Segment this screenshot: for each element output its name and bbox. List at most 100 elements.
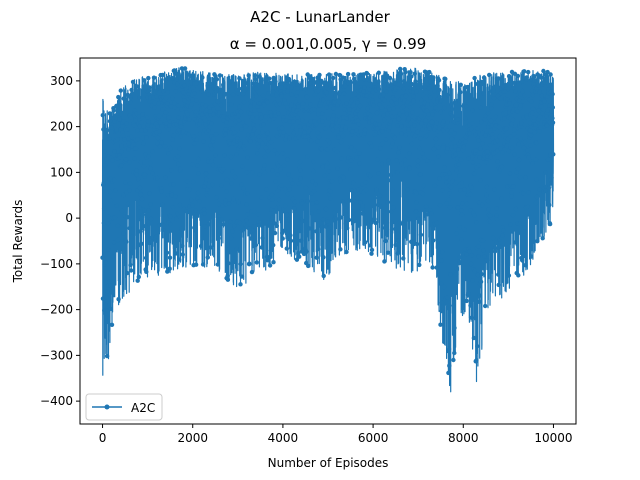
data-point: [361, 89, 366, 94]
data-point: [122, 137, 127, 142]
data-point: [398, 66, 403, 72]
data-point: [432, 183, 438, 188]
data-point: [334, 149, 340, 154]
data-point: [256, 144, 261, 150]
data-point: [483, 133, 488, 138]
data-point: [367, 87, 372, 93]
data-point: [481, 75, 487, 80]
data-point: [283, 118, 289, 123]
data-point: [207, 81, 213, 86]
data-point: [533, 157, 539, 162]
data-point: [316, 135, 322, 140]
chart-title: α = 0.001,0.005, γ = 0.99: [230, 35, 427, 53]
data-point: [319, 146, 324, 152]
data-point: [138, 159, 143, 165]
data-point: [530, 110, 535, 116]
data-point: [510, 145, 515, 151]
data-point: [126, 147, 131, 152]
data-point: [153, 89, 158, 94]
data-point: [257, 138, 263, 143]
data-point: [495, 159, 500, 164]
data-point: [135, 278, 140, 283]
data-point: [432, 89, 437, 94]
data-point: [453, 180, 459, 186]
data-point: [321, 255, 326, 260]
data-point: [254, 93, 259, 99]
data-point: [414, 241, 420, 247]
data-point: [273, 79, 278, 84]
y-tick-label: 100: [50, 165, 73, 179]
data-point: [407, 85, 413, 91]
data-point: [469, 185, 474, 190]
data-point: [455, 117, 461, 122]
data-point: [363, 240, 368, 245]
data-point: [494, 206, 499, 211]
data-point: [403, 69, 408, 75]
data-point: [447, 191, 452, 196]
x-tick-label: 6000: [358, 431, 389, 445]
data-point: [252, 108, 257, 113]
data-point: [494, 240, 499, 246]
data-point: [216, 236, 221, 241]
data-point: [148, 216, 154, 222]
data-point: [203, 171, 209, 176]
data-point: [219, 217, 224, 222]
data-point: [277, 205, 282, 211]
data-point: [437, 87, 442, 93]
data-point: [256, 223, 261, 228]
data-point: [104, 294, 109, 300]
data-point: [470, 154, 475, 160]
data-point: [204, 193, 210, 198]
data-point: [394, 158, 399, 163]
data-point: [190, 97, 195, 102]
data-point: [511, 184, 516, 189]
data-point: [444, 175, 449, 180]
data-point: [170, 205, 176, 210]
data-point: [505, 248, 510, 253]
data-point: [111, 108, 117, 113]
data-point: [455, 120, 460, 126]
y-tick-label: 0: [65, 211, 73, 225]
data-point: [196, 210, 202, 215]
data-point: [267, 117, 272, 123]
data-point: [107, 111, 113, 116]
data-point: [292, 206, 297, 211]
data-point: [517, 175, 523, 180]
data-point: [289, 92, 294, 98]
data-point: [232, 223, 237, 229]
data-point: [223, 127, 229, 132]
data-point: [389, 114, 395, 119]
data-point: [231, 81, 237, 86]
data-point: [406, 217, 412, 222]
data-point: [486, 207, 491, 212]
data-point: [387, 75, 393, 81]
data-point: [420, 191, 426, 197]
data-point: [492, 126, 497, 131]
data-point: [108, 283, 113, 289]
data-point: [243, 80, 248, 86]
data-point: [482, 117, 488, 122]
data-point: [437, 203, 443, 208]
data-point: [509, 190, 514, 195]
data-point: [326, 116, 331, 121]
data-point: [245, 155, 250, 160]
data-point: [438, 109, 443, 115]
data-point: [285, 105, 290, 111]
data-point: [345, 225, 350, 231]
data-point: [462, 227, 467, 232]
data-point: [286, 172, 291, 177]
data-point: [209, 121, 214, 126]
data-point: [260, 93, 266, 99]
data-point: [342, 202, 347, 207]
data-point: [412, 71, 417, 76]
data-point: [283, 203, 288, 209]
data-point: [496, 282, 501, 288]
data-point: [477, 293, 482, 298]
data-point: [180, 243, 185, 249]
data-point: [449, 128, 454, 133]
data-point: [106, 247, 111, 252]
data-point: [147, 99, 153, 105]
data-point: [198, 243, 204, 249]
data-point: [142, 208, 147, 213]
data-point: [547, 103, 552, 109]
